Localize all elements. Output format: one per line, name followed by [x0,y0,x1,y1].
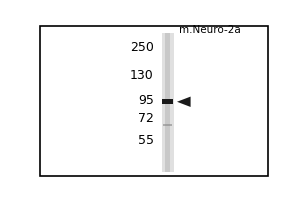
Bar [163,124,172,126]
Text: m.Neuro-2a: m.Neuro-2a [179,25,240,35]
Text: 95: 95 [138,95,154,108]
Bar [165,33,170,172]
Bar [162,33,173,172]
Bar [162,99,173,104]
Text: 72: 72 [138,112,154,125]
Text: 55: 55 [138,134,154,147]
Polygon shape [177,97,190,107]
Text: 130: 130 [130,69,154,82]
Text: 250: 250 [130,41,154,54]
